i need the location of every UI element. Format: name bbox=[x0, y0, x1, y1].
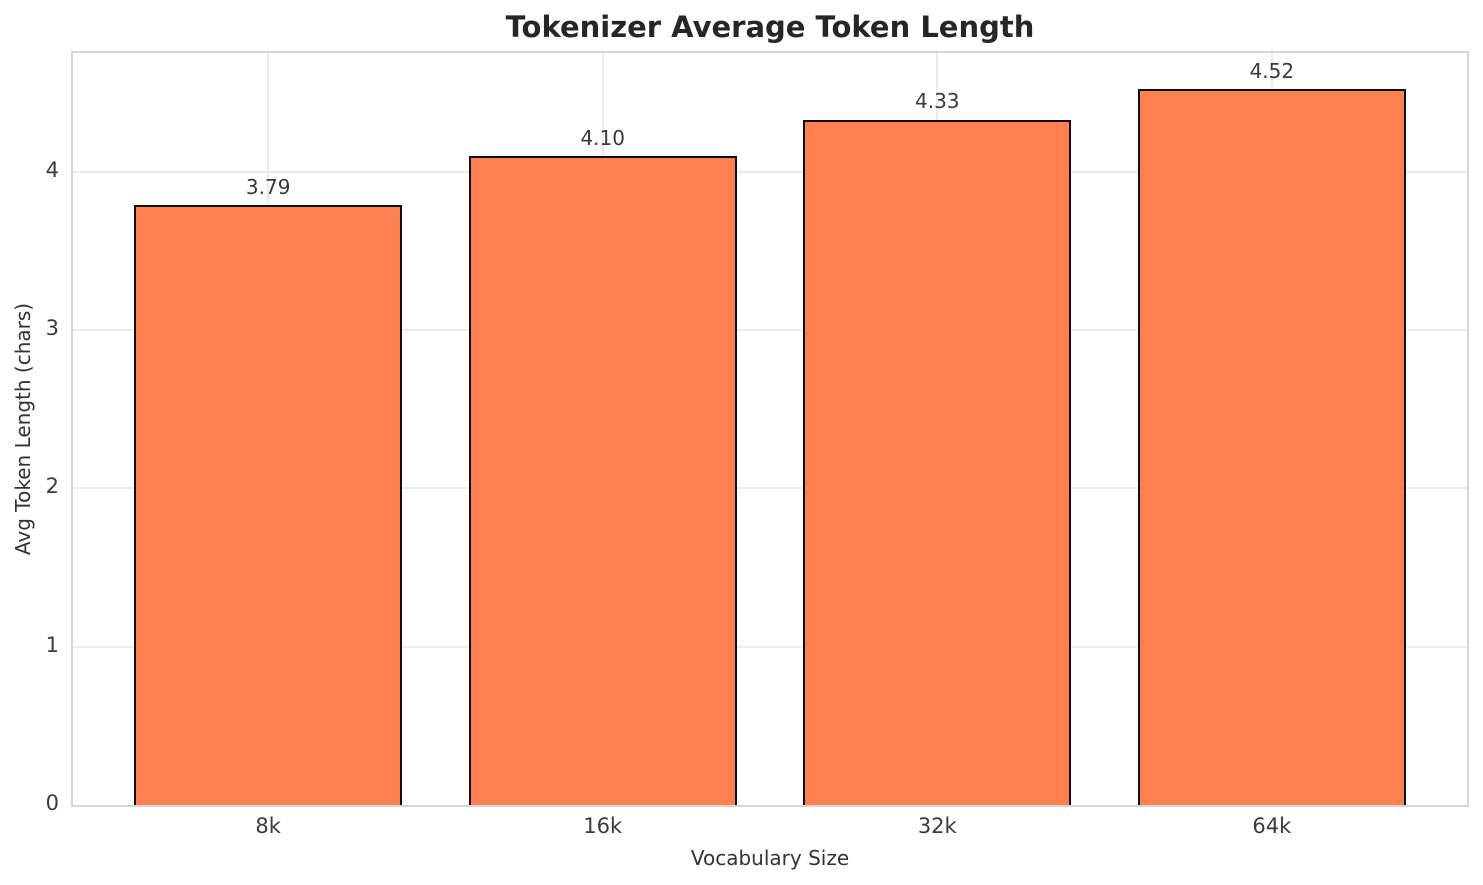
ytick-label-0: 0 bbox=[45, 791, 59, 815]
horizontal-gridline-y1 bbox=[73, 645, 1467, 648]
horizontal-gridline-y2 bbox=[73, 487, 1467, 490]
ytick-label-3: 3 bbox=[45, 316, 59, 341]
ytick-label-4: 4 bbox=[45, 157, 59, 182]
bar-16k bbox=[468, 155, 737, 805]
bar-32k bbox=[803, 119, 1072, 805]
bar-value-label-16k: 4.10 bbox=[580, 125, 625, 150]
xtick-label-64k: 64k bbox=[1252, 814, 1292, 838]
xtick-label-8k: 8k bbox=[255, 814, 281, 838]
x-axis-label: Vocabulary Size bbox=[690, 846, 850, 870]
horizontal-gridline-y4 bbox=[73, 170, 1467, 173]
ytick-label-1: 1 bbox=[45, 632, 59, 657]
y-axis-label: Avg Token Length (chars) bbox=[11, 302, 35, 556]
plot-area: 3.79 4.10 4.33 4.52 bbox=[71, 51, 1469, 807]
bar-value-label-32k: 4.33 bbox=[915, 89, 960, 114]
xtick-label-32k: 32k bbox=[917, 814, 957, 838]
bar-value-label-64k: 4.52 bbox=[1249, 59, 1295, 84]
bar-8k bbox=[134, 204, 402, 805]
xtick-label-16k: 16k bbox=[583, 814, 623, 838]
horizontal-gridline-y3 bbox=[73, 329, 1467, 332]
chart-title: Tokenizer Average Token Length bbox=[505, 10, 1035, 44]
bar-64k bbox=[1138, 89, 1406, 805]
ytick-label-2: 2 bbox=[45, 474, 59, 499]
bar-value-label-8k: 3.79 bbox=[245, 174, 291, 199]
